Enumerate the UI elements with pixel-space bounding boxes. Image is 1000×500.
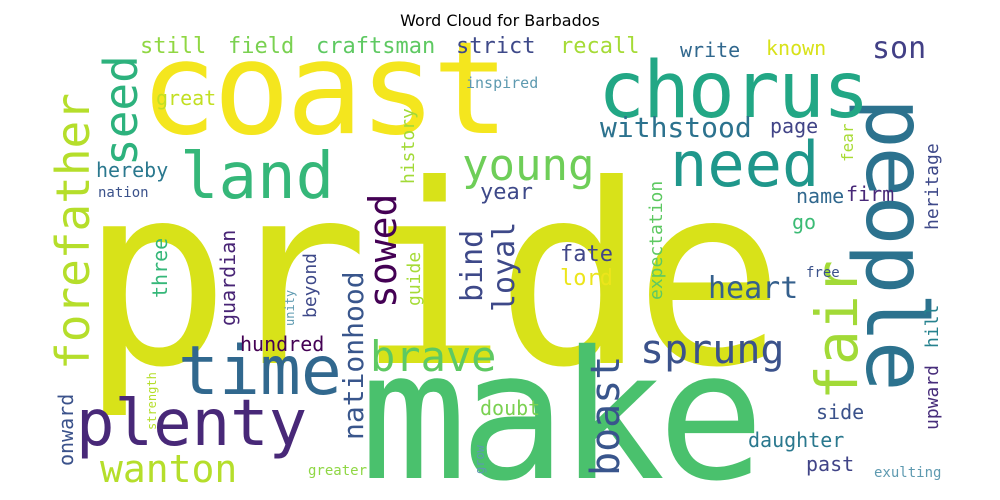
word-doubt: doubt [480,396,541,420]
word-beyond: beyond [300,252,321,318]
word-boast: boast [583,355,629,476]
word-firm: firm [846,182,895,206]
word-lord: lord [560,266,613,291]
word-strict: strict [456,34,536,59]
word-nationhood: nationhood [337,271,370,440]
word-sprung: sprung [640,327,785,373]
word-still: still [140,34,207,59]
word-expectation: expectation [646,180,667,300]
word-three: three [148,237,172,298]
word-inspired: inspired [466,74,539,92]
word-free: free [806,265,840,281]
word-great: great [156,86,217,110]
word-guardian: guardian [216,229,240,326]
word-history: history [398,108,419,184]
word-craftsman: craftsman [316,34,436,59]
word-coast: coast [140,15,509,164]
word-greater: greater [308,463,368,479]
word-year: year [480,180,533,205]
word-time: time [178,332,342,411]
word-side: side [816,400,865,424]
word-land: land [180,140,335,214]
word-unity: unity [283,289,297,326]
word-hereby: hereby [96,158,169,182]
word-known: known [766,36,827,60]
word-strength: strength [145,372,159,430]
word-heritage: heritage [922,143,943,230]
word-write: write [680,38,741,62]
word-field: field [228,34,295,59]
word-grow: grow [473,445,487,474]
word-make: make [360,313,765,500]
word-nation: nation [98,185,149,201]
word-fear: fear [838,123,857,162]
word-wanton: wanton [100,447,238,491]
word-hill: hill [922,304,943,348]
word-onward: onward [54,393,78,466]
word-fair: fair [803,260,871,400]
word-need: need [670,128,820,201]
word-go: go [792,210,817,234]
word-loyal: loyal [487,221,522,312]
word-name: name [796,184,845,208]
word-pride: pride [80,131,785,422]
word-recall: recall [560,34,640,59]
word-chorus: chorus [598,46,870,136]
word-seed: seed [94,55,148,166]
word-withstood: withstood [600,111,752,144]
word-young: young [462,140,595,191]
word-page: page [770,114,819,138]
chart-title: Word Cloud for Barbados [400,11,600,30]
word-fate: fate [560,242,613,267]
word-guide: guide [404,251,425,306]
word-past: past [806,452,855,476]
word-hundred: hundred [240,332,325,356]
word-exulting: exulting [874,465,942,481]
word-forefather: forefather [46,93,100,370]
word-bind: bind [455,229,490,302]
word-son: son [872,31,927,66]
word-heart: heart [708,271,799,306]
word-brave: brave [370,332,497,381]
word-upward: upward [922,364,943,430]
word-daughter: daughter [748,428,845,452]
word-plenty: plenty [76,387,308,461]
